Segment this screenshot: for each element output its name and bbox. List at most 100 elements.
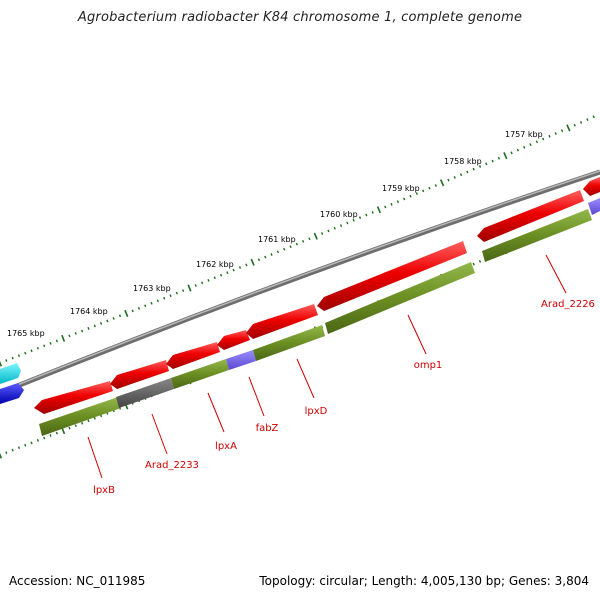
minor-tick — [93, 324, 96, 328]
minor-tick — [17, 446, 21, 450]
minor-tick — [245, 263, 248, 267]
gene-label-fabZ[interactable]: fabZ — [256, 423, 279, 434]
major-tick — [0, 360, 3, 367]
genome-summary-text: Topology: circular; Length: 4,005,130 bp… — [259, 574, 589, 588]
minor-tick — [68, 426, 71, 430]
minor-tick — [175, 291, 178, 295]
major-tick — [250, 258, 255, 266]
leader-fabZ — [248, 376, 265, 417]
leader-omp1 — [407, 314, 427, 355]
leader-lpxA — [207, 392, 225, 433]
major-tick — [439, 179, 445, 187]
minor-tick — [478, 165, 482, 168]
minor-tick — [466, 170, 469, 174]
scale-label: 1765 kbp — [7, 329, 45, 338]
cds-Arad_2226[interactable] — [477, 190, 584, 242]
minor-tick — [283, 247, 286, 251]
cog-block-omp1[interactable] — [325, 262, 475, 334]
minor-tick — [542, 137, 545, 141]
gene-labels: lpxB Arad_2233 lpxA fabZ lpxD omp1 Arad_… — [93, 299, 595, 496]
backbone-ring-highlight — [0, 170, 600, 393]
minor-tick — [43, 436, 46, 440]
cds-track — [34, 177, 600, 414]
minor-tick — [81, 329, 84, 333]
gene-label-Arad_2226[interactable]: Arad_2226 — [541, 299, 595, 310]
minor-tick — [497, 156, 501, 160]
minor-tick — [396, 200, 400, 204]
minor-tick — [573, 123, 576, 127]
minor-tick — [560, 129, 564, 133]
cog-block-Arad_2233[interactable] — [116, 378, 174, 408]
minor-tick — [144, 304, 147, 308]
minor-tick — [270, 253, 273, 256]
function-track — [39, 198, 600, 436]
accession-text: Accession: NC_011985 — [9, 574, 146, 588]
backbone-ring — [0, 169, 600, 396]
major-tick — [566, 124, 571, 132]
cog-block-fabZ[interactable] — [226, 350, 256, 370]
minor-tick — [131, 309, 134, 313]
minor-tick — [5, 451, 8, 454]
minor-tick — [415, 192, 418, 195]
scale-label: 1758 kbp — [444, 157, 482, 166]
minor-tick — [478, 260, 482, 263]
minor-tick — [30, 441, 33, 445]
minor-tick — [384, 205, 387, 209]
minor-tick — [238, 266, 242, 269]
cog-block-lpxA[interactable] — [171, 359, 229, 389]
scale-label: 1759 kbp — [382, 184, 420, 193]
minor-tick — [472, 262, 475, 266]
minor-tick — [333, 226, 336, 230]
minor-tick — [11, 356, 14, 360]
minor-tick — [529, 143, 532, 146]
minor-tick — [371, 211, 374, 214]
minor-tick — [99, 322, 103, 325]
minor-tick — [150, 301, 153, 305]
scale-label: 1757 kbp — [505, 130, 543, 139]
minor-tick — [163, 296, 166, 300]
minor-tick — [232, 268, 235, 272]
cds-edge[interactable] — [583, 177, 600, 196]
cds-omp1[interactable] — [317, 241, 467, 311]
minor-tick — [156, 299, 159, 303]
minor-tick — [68, 334, 71, 338]
minor-tick — [510, 151, 513, 155]
minor-tick — [257, 258, 261, 262]
minor-tick — [43, 344, 46, 348]
minor-tick — [409, 194, 412, 198]
minor-tick — [137, 306, 141, 310]
minor-tick — [106, 319, 109, 323]
major-tick — [313, 232, 318, 240]
minor-tick — [358, 216, 362, 220]
scale-label: 1763 kbp — [133, 284, 171, 293]
cog-block-lpxD[interactable] — [253, 325, 325, 361]
outer-scale-ticks — [0, 115, 595, 367]
major-tick — [124, 309, 129, 317]
cyan-feature[interactable] — [0, 363, 21, 384]
minor-tick — [289, 245, 292, 249]
gene-label-Arad_2233[interactable]: Arad_2233 — [145, 460, 199, 471]
gene-label-lpxD[interactable]: lpxD — [305, 406, 328, 417]
cog-block-edge[interactable] — [588, 198, 600, 215]
gene-label-omp1[interactable]: omp1 — [414, 360, 443, 371]
blue-feature[interactable] — [0, 383, 24, 404]
cds-lpxA[interactable] — [166, 342, 220, 369]
minor-tick — [516, 148, 520, 152]
gene-label-lpxB[interactable]: lpxB — [93, 485, 115, 496]
minor-tick — [74, 332, 77, 335]
gene-label-lpxA[interactable]: lpxA — [215, 441, 237, 452]
cds-fabZ[interactable] — [217, 330, 250, 350]
leader-lpxB — [87, 436, 103, 479]
minor-tick — [226, 271, 229, 275]
minor-tick — [535, 140, 538, 144]
minor-tick — [472, 167, 475, 171]
minor-tick — [491, 159, 494, 163]
minor-tick — [548, 134, 551, 138]
cog-block-lpxB[interactable] — [39, 397, 121, 436]
cds-lpxD[interactable] — [246, 304, 318, 339]
scale-labels: 1765 kbp 1764 kbp 1763 kbp 1762 kbp 1761… — [7, 130, 543, 338]
cog-block-Arad_2226[interactable] — [482, 209, 592, 262]
cds-Arad_2233[interactable] — [110, 360, 169, 389]
cds-lpxB[interactable] — [34, 381, 113, 414]
leader-lpxD — [296, 358, 315, 399]
